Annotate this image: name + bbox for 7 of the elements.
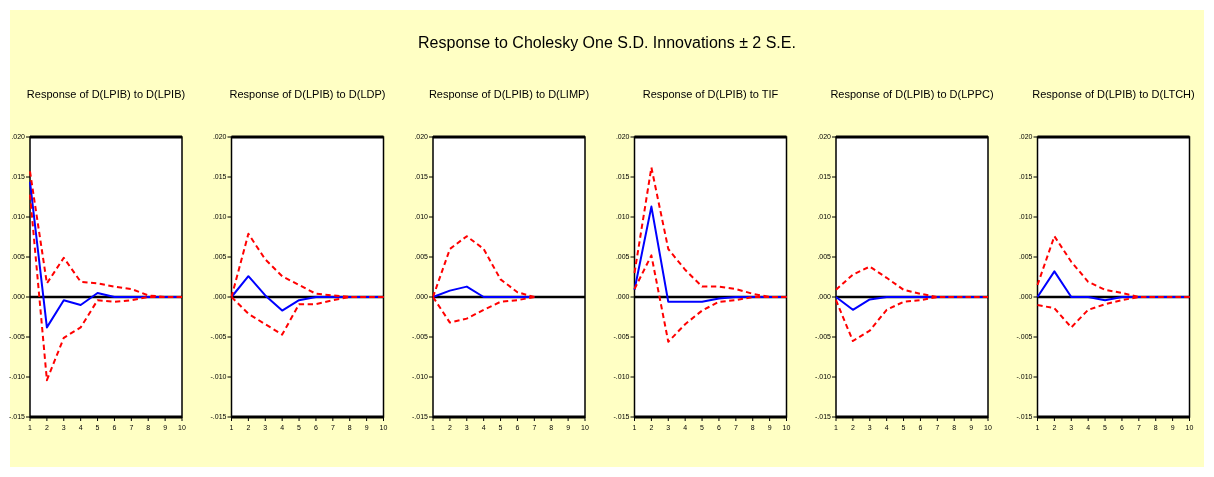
chart-title: Response of D(LPIB) to TIF [642, 88, 779, 100]
chart-title: Response of D(LPIB) to D(LIMP) [428, 88, 590, 100]
chart-title: Response of D(LPIB) to D(LPPC) [830, 88, 994, 100]
chart-title: Response of D(LPIB) to D(LDP) [229, 88, 386, 100]
text: Response to Cholesky One S.D. Innovations ± 2 S.E. [418, 34, 796, 51]
chart-title: Response of D(LPIB) to D(LTCH) [1032, 88, 1195, 100]
chart-title: Response of D(LPIB) to D(LPIB) [26, 88, 186, 100]
